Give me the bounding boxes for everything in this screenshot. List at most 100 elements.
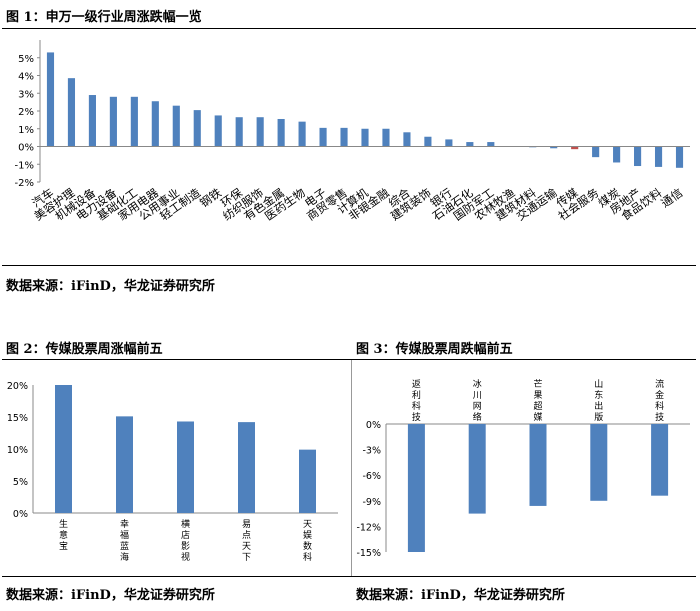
bar — [298, 121, 306, 147]
x-tick-label: 利 — [412, 389, 421, 401]
bar — [193, 110, 201, 147]
x-tick-label: 下 — [242, 553, 251, 563]
fig1-title: 图 1：申万一级行业周涨跌幅一览 — [6, 10, 202, 25]
y-tick-label: 5% — [13, 477, 28, 488]
x-tick-label: 版 — [594, 411, 603, 423]
bar — [651, 424, 669, 496]
x-tick-label: 络 — [473, 411, 482, 423]
y-tick-label: -2% — [15, 178, 34, 189]
x-tick-label: 店 — [181, 529, 190, 541]
x-tick-label: 技 — [412, 411, 421, 423]
fig23-bottom-rule — [2, 576, 696, 577]
y-tick-label: 1% — [18, 125, 34, 136]
x-tick-label: 海 — [120, 551, 129, 563]
x-tick-label: 山 — [594, 379, 603, 390]
x-tick-label: 川 — [473, 391, 482, 401]
fig1-chart: 5%4%3%2%1%0%-1%-2%汽车美容护理机械设备电力设备基础化工家用电器… — [15, 40, 690, 223]
y-tick-label: -9% — [363, 497, 382, 508]
x-tick-label: 科 — [303, 551, 312, 563]
bar — [130, 96, 138, 147]
y-tick-label: -3% — [363, 446, 382, 457]
y-tick-label: -1% — [15, 160, 34, 171]
bar — [235, 117, 243, 147]
x-tick-label: 幸 — [120, 519, 129, 530]
x-tick-label: 天 — [303, 520, 312, 530]
bar — [445, 139, 453, 147]
fig1-top-rule — [2, 28, 696, 29]
x-tick-label: 出 — [594, 400, 603, 412]
bar — [468, 424, 486, 514]
y-tick-label: 10% — [7, 445, 28, 456]
fig23-top-rule — [2, 359, 696, 360]
bar — [407, 424, 425, 552]
bar — [88, 95, 96, 147]
x-tick-label: 超 — [533, 400, 542, 412]
x-tick-label: 天 — [242, 542, 251, 552]
x-tick-label: 网 — [473, 401, 482, 412]
bar — [487, 142, 495, 147]
y-tick-label: -6% — [363, 471, 382, 482]
bar — [613, 146, 621, 163]
fig2-title: 图 2：传媒股票周涨幅前五 — [6, 342, 163, 357]
bar — [675, 146, 684, 168]
bar — [550, 146, 558, 149]
y-tick-label: 0% — [18, 143, 34, 154]
y-tick-label: 2% — [18, 107, 34, 118]
y-tick-label: -15% — [356, 548, 381, 559]
fig3-title: 图 3：传媒股票周跌幅前五 — [356, 342, 513, 357]
bar — [67, 78, 76, 147]
fig3-source: 数据来源：iFinD，华龙证券研究所 — [356, 588, 565, 603]
x-tick-label: 生 — [59, 518, 68, 530]
bar — [466, 142, 474, 147]
bar — [151, 101, 159, 147]
bar — [214, 115, 222, 147]
y-tick-label: 4% — [18, 72, 34, 83]
bar — [403, 132, 411, 147]
fig2-source: 数据来源：iFinD，华龙证券研究所 — [6, 588, 215, 603]
bar — [172, 105, 180, 147]
bar — [571, 146, 579, 150]
bar — [238, 422, 255, 513]
x-tick-label: 影 — [181, 541, 190, 552]
x-tick-label: 芒 — [533, 378, 542, 390]
y-tick-label: 15% — [7, 413, 28, 424]
x-tick-label: 横 — [181, 518, 190, 530]
x-tick-label: 意 — [59, 529, 68, 541]
y-tick-label: 20% — [7, 381, 28, 392]
bar — [277, 118, 285, 147]
y-tick-label: -12% — [356, 522, 381, 533]
bar — [46, 52, 55, 147]
y-tick-label: 0% — [366, 420, 381, 431]
x-tick-label: 返 — [412, 378, 421, 390]
x-tick-label: 冰 — [473, 378, 482, 390]
x-tick-label: 宝 — [59, 540, 68, 552]
fig1-bottom-rule — [2, 265, 696, 266]
x-tick-label: 数 — [303, 540, 312, 552]
bar — [634, 146, 642, 167]
bar — [654, 146, 663, 167]
x-tick-label: 视 — [181, 551, 190, 563]
x-tick-label: 福 — [120, 529, 129, 541]
x-tick-label: 技 — [655, 411, 664, 423]
x-tick-label: 金 — [655, 389, 664, 401]
bar — [592, 146, 600, 158]
x-tick-label: 流 — [655, 378, 664, 390]
x-tick-label: 东 — [594, 389, 603, 401]
bar — [590, 424, 608, 501]
x-tick-label: 蓝 — [120, 540, 129, 552]
x-tick-label: 科 — [655, 400, 664, 412]
bar — [319, 127, 327, 147]
bar — [361, 128, 369, 147]
bar — [299, 449, 316, 513]
bar — [529, 424, 547, 506]
x-tick-label: 易 — [242, 519, 251, 530]
x-tick-label: 通信 — [658, 185, 685, 210]
bar — [109, 96, 117, 147]
bar — [116, 416, 133, 513]
bar — [340, 127, 348, 147]
x-tick-label: 娱 — [303, 529, 312, 541]
x-tick-label: 科 — [412, 400, 421, 412]
bar — [55, 385, 72, 513]
